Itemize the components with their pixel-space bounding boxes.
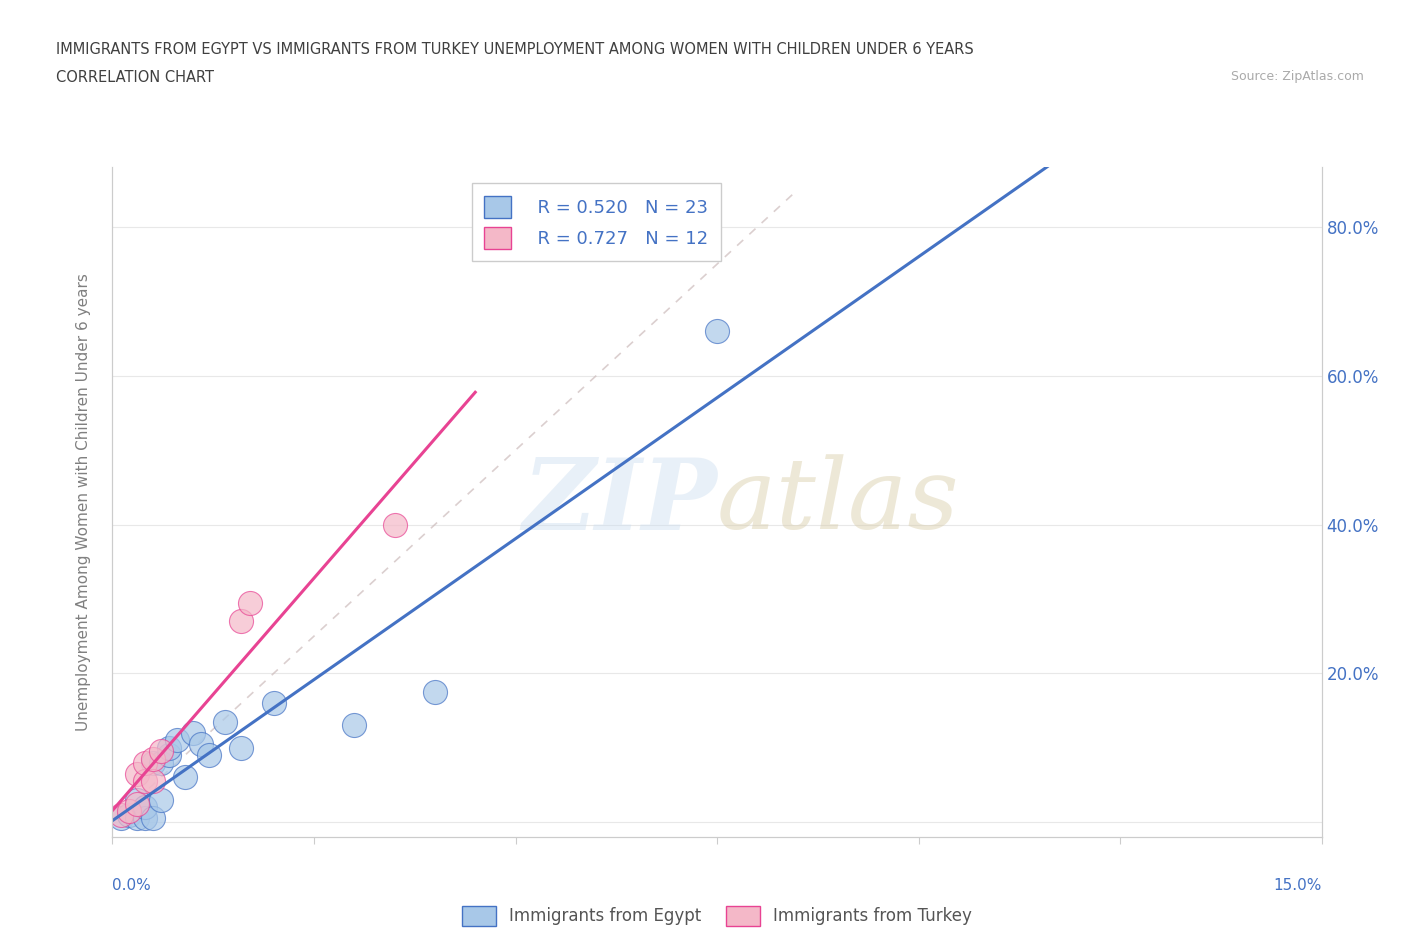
Text: 15.0%: 15.0% <box>1274 878 1322 893</box>
Point <box>174 770 197 785</box>
Point <box>125 766 148 781</box>
Point <box>149 744 172 759</box>
Point <box>190 737 212 751</box>
Text: Source: ZipAtlas.com: Source: ZipAtlas.com <box>1230 70 1364 83</box>
Point <box>238 595 260 610</box>
Text: ZIP: ZIP <box>522 454 717 551</box>
Point <box>384 517 406 532</box>
Point <box>166 733 188 748</box>
Point <box>149 792 172 807</box>
Point <box>134 800 156 815</box>
Text: atlas: atlas <box>717 455 960 550</box>
Point <box>706 324 728 339</box>
Text: 0.0%: 0.0% <box>112 878 152 893</box>
Point <box>142 774 165 789</box>
Point <box>423 684 446 699</box>
Point <box>214 714 236 729</box>
Legend: Immigrants from Egypt, Immigrants from Turkey: Immigrants from Egypt, Immigrants from T… <box>456 899 979 930</box>
Point <box>157 748 180 763</box>
Point <box>110 807 132 822</box>
Point <box>117 804 139 818</box>
Point <box>110 811 132 826</box>
Point <box>231 740 253 755</box>
Text: IMMIGRANTS FROM EGYPT VS IMMIGRANTS FROM TURKEY UNEMPLOYMENT AMONG WOMEN WITH CH: IMMIGRANTS FROM EGYPT VS IMMIGRANTS FROM… <box>56 42 974 57</box>
Text: CORRELATION CHART: CORRELATION CHART <box>56 70 214 85</box>
Point <box>198 748 221 763</box>
Point <box>134 774 156 789</box>
Point <box>149 755 172 770</box>
Point <box>117 807 139 822</box>
Point <box>125 811 148 826</box>
Point <box>231 614 253 629</box>
Point <box>263 696 285 711</box>
Point <box>142 811 165 826</box>
Point <box>134 811 156 826</box>
Point <box>142 751 165 766</box>
Point <box>125 796 148 811</box>
Point <box>181 725 204 740</box>
Y-axis label: Unemployment Among Women with Children Under 6 years: Unemployment Among Women with Children U… <box>76 273 91 731</box>
Point <box>134 755 156 770</box>
Point <box>157 740 180 755</box>
Point <box>142 755 165 770</box>
Point <box>125 792 148 807</box>
Point <box>343 718 366 733</box>
